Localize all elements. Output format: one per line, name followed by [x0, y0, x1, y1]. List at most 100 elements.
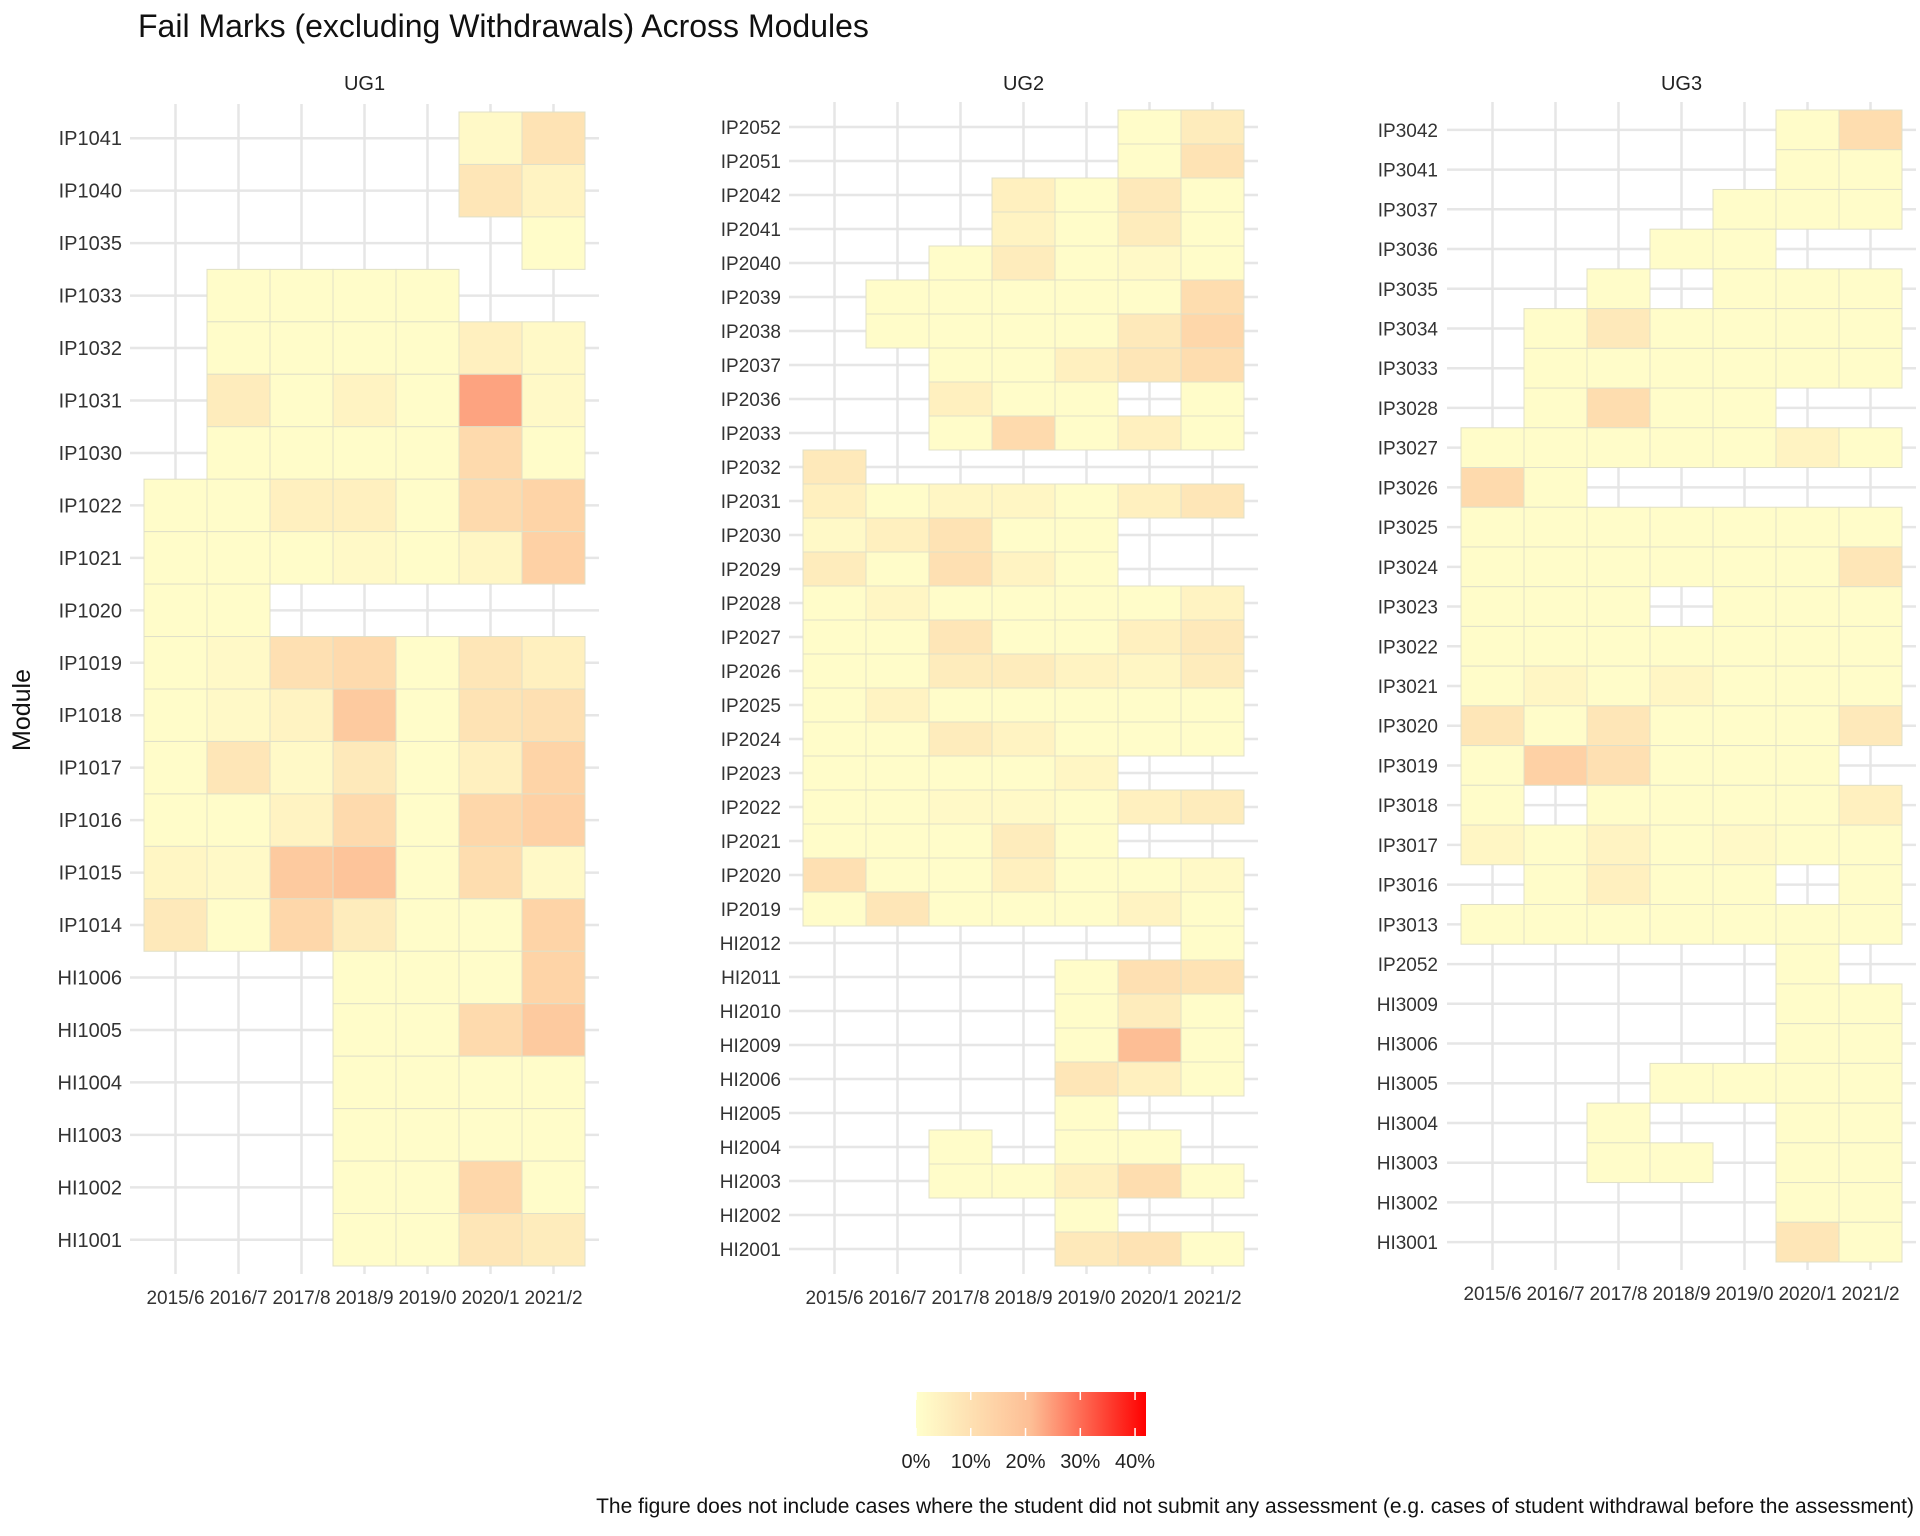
heatmap-cell — [521, 478, 586, 533]
heatmap-cell — [332, 950, 397, 1005]
x-tick-label: 2017/8 — [272, 1288, 330, 1309]
y-tick-label: IP1040 — [59, 181, 122, 203]
y-tick-label: IP1022 — [59, 495, 122, 517]
heatmap-cell — [1712, 784, 1777, 826]
y-tick-label: HI2006 — [720, 1070, 781, 1091]
heatmap-cell — [1117, 1231, 1182, 1267]
heatmap-cell — [1460, 705, 1525, 747]
heatmap-cell — [1838, 824, 1903, 866]
y-tick-label: IP3023 — [1378, 598, 1438, 619]
heatmap-cell — [1775, 705, 1840, 747]
heatmap-cell — [1712, 745, 1777, 786]
heatmap-cell — [1838, 347, 1903, 389]
heatmap-cell — [269, 636, 334, 690]
y-tick-label: IP3022 — [1378, 637, 1438, 658]
heatmap-cell — [458, 1213, 523, 1267]
heatmap-cell — [1460, 427, 1525, 469]
heatmap-cell — [1180, 143, 1245, 179]
heatmap-cell — [1054, 313, 1119, 349]
y-tick-label: IP2038 — [721, 322, 781, 343]
heatmap-cell — [928, 585, 993, 621]
heatmap-cell — [1054, 347, 1119, 383]
heatmap-cell — [1180, 619, 1245, 655]
y-tick-label: IP3018 — [1378, 796, 1438, 817]
y-axis-label: Module — [8, 669, 36, 751]
x-tick-label: 2019/0 — [1057, 1288, 1115, 1309]
heatmap-cell — [1775, 625, 1840, 667]
panel-cells — [1460, 109, 1903, 1263]
heatmap-cell — [521, 1055, 586, 1110]
facet-panels: UG1 IP1041 IP1040 IP1035 IP1033 IP1032 IP1031 I… — [58, 73, 1916, 1309]
heatmap-cell — [1523, 586, 1588, 627]
heatmap-cell — [865, 517, 930, 553]
heatmap-cell — [1117, 1027, 1182, 1063]
heatmap-cell — [395, 1213, 460, 1267]
heatmap-cell — [928, 245, 993, 281]
heatmap-cell — [1054, 993, 1119, 1029]
heatmap-cell — [269, 740, 334, 795]
heatmap-cell — [395, 793, 460, 847]
y-tick-label: IP3019 — [1378, 756, 1438, 777]
heatmap-cell — [1180, 211, 1245, 247]
heatmap-cell — [928, 415, 993, 451]
heatmap-cell — [395, 531, 460, 585]
heatmap-cell — [1117, 891, 1182, 927]
heatmap-cell — [1775, 784, 1840, 826]
heatmap-cell — [1838, 983, 1903, 1025]
heatmap-cell — [1649, 665, 1714, 707]
heatmap-cell — [1649, 387, 1714, 429]
heatmap-cell — [1523, 387, 1588, 429]
heatmap-cell — [1775, 1023, 1840, 1064]
heatmap-cell — [1054, 823, 1119, 859]
y-tick-label: IP3036 — [1378, 240, 1438, 261]
heatmap-cell — [206, 688, 271, 742]
heatmap-cell — [1712, 903, 1777, 945]
heatmap-cell — [1712, 1062, 1777, 1104]
x-tick-label: 2019/0 — [1715, 1284, 1773, 1305]
heatmap-cell — [1649, 506, 1714, 548]
heatmap-cell — [1649, 347, 1714, 389]
heatmap-cell — [206, 426, 271, 480]
y-tick-label: IP3028 — [1378, 399, 1438, 420]
y-tick-label: IP1030 — [59, 443, 122, 465]
heatmap-cell — [1649, 784, 1714, 826]
heatmap-cell — [269, 478, 334, 533]
y-tick-label: IP3033 — [1378, 359, 1438, 380]
heatmap-cell — [458, 845, 523, 900]
heatmap-cell — [143, 898, 208, 952]
y-tick-label: IP2042 — [721, 186, 781, 207]
heatmap-cell — [865, 687, 930, 723]
heatmap-cell — [395, 845, 460, 900]
heatmap-cell — [521, 373, 586, 428]
heatmap-cell — [1712, 864, 1777, 905]
heatmap-cell — [991, 551, 1056, 587]
heatmap-cell — [1180, 1027, 1245, 1063]
heatmap-cell — [1460, 506, 1525, 548]
y-tick-label: HI1004 — [58, 1072, 123, 1094]
heatmap-cell — [1117, 959, 1182, 995]
heatmap-cell — [1586, 903, 1651, 945]
heatmap-cell — [521, 898, 586, 952]
heatmap-cell — [1054, 1095, 1119, 1131]
heatmap-cell — [269, 268, 334, 323]
heatmap-cell — [143, 845, 208, 900]
heatmap-cell — [1054, 721, 1119, 757]
heatmap-cell — [1775, 824, 1840, 866]
heatmap-cell — [1586, 625, 1651, 667]
x-tick-label: 2020/1 — [461, 1288, 519, 1309]
heatmap-cell — [332, 478, 397, 533]
heatmap-cell — [1117, 619, 1182, 655]
y-tick-label: IP2040 — [721, 254, 781, 275]
heatmap-cell — [1775, 1062, 1840, 1104]
heatmap-cell — [332, 426, 397, 480]
y-tick-label: IP2052 — [1378, 955, 1438, 976]
heatmap-cell — [991, 177, 1056, 213]
heatmap-cell — [991, 279, 1056, 315]
heatmap-cell — [332, 636, 397, 690]
heatmap-cell — [395, 478, 460, 533]
heatmap-cell — [458, 793, 523, 847]
heatmap-cell — [865, 891, 930, 927]
heatmap-cell — [1054, 755, 1119, 791]
x-tick-label: 2018/9 — [994, 1288, 1052, 1309]
y-tick-label: IP3025 — [1378, 518, 1438, 539]
